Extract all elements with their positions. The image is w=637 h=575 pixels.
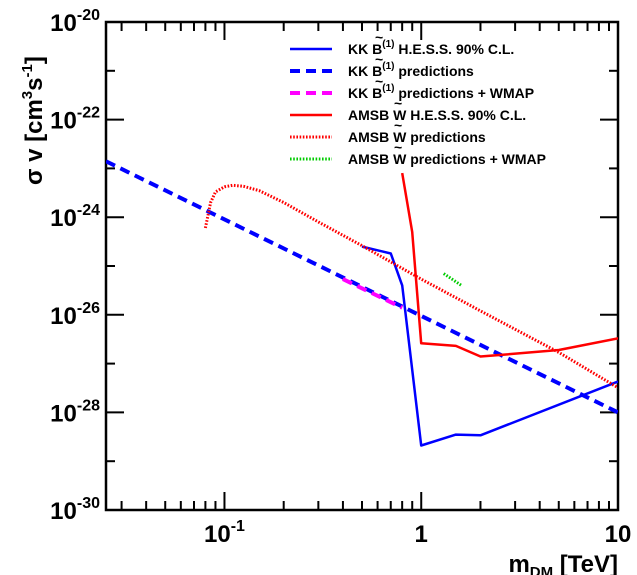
series-line-4 — [400, 172, 618, 358]
axis-titles: mDM [TeV] σ v [cm3s-1] — [19, 56, 618, 575]
axis-ticks — [106, 21, 619, 511]
legend: KK B(1) H.E.S.S. 90% C.L.~KK B(1) predic… — [290, 29, 546, 167]
legend-entry: KK B(1) predictions + WMAP — [348, 83, 534, 101]
series-line-5 — [203, 183, 618, 389]
legend-accent: ~ — [394, 117, 402, 133]
series-layer — [106, 159, 618, 447]
legend-entry: AMSB W H.E.S.S. 90% C.L. — [348, 107, 526, 123]
y-tick-label: 10-22 — [50, 105, 100, 135]
legend-accent: ~ — [375, 29, 383, 45]
y-tick-label: 10-30 — [50, 495, 100, 525]
legend-entry: AMSB W predictions — [348, 129, 486, 145]
legend-accent: ~ — [394, 95, 402, 111]
y-axis-title: σ v [cm3s-1] — [19, 56, 48, 185]
series-line-1 — [361, 245, 618, 447]
series-line-6 — [442, 272, 463, 287]
legend-accent: ~ — [375, 73, 383, 89]
legend-entry: KK B(1) H.E.S.S. 90% C.L. — [348, 39, 514, 57]
tick-labels: 10-20 10-22 10-24 10-26 10-28 10-30 10-1 1 10 — [50, 7, 631, 548]
legend-accent: ~ — [375, 51, 383, 67]
legend-accent: ~ — [394, 139, 402, 155]
x-tick-label: 10-1 — [204, 518, 245, 548]
y-tick-label: 10-26 — [50, 300, 100, 330]
legend-entry: KK B(1) predictions — [348, 61, 474, 79]
legend-entry: AMSB W predictions + WMAP — [348, 151, 546, 167]
series-line-3 — [342, 277, 404, 310]
x-tick-label: 1 — [415, 521, 428, 548]
y-tick-label: 10-24 — [50, 202, 100, 232]
x-axis-title: mDM [TeV] — [508, 551, 618, 575]
x-tick-label: 10 — [605, 521, 632, 548]
y-tick-label: 10-28 — [50, 397, 100, 427]
y-tick-label: 10-20 — [50, 7, 100, 37]
